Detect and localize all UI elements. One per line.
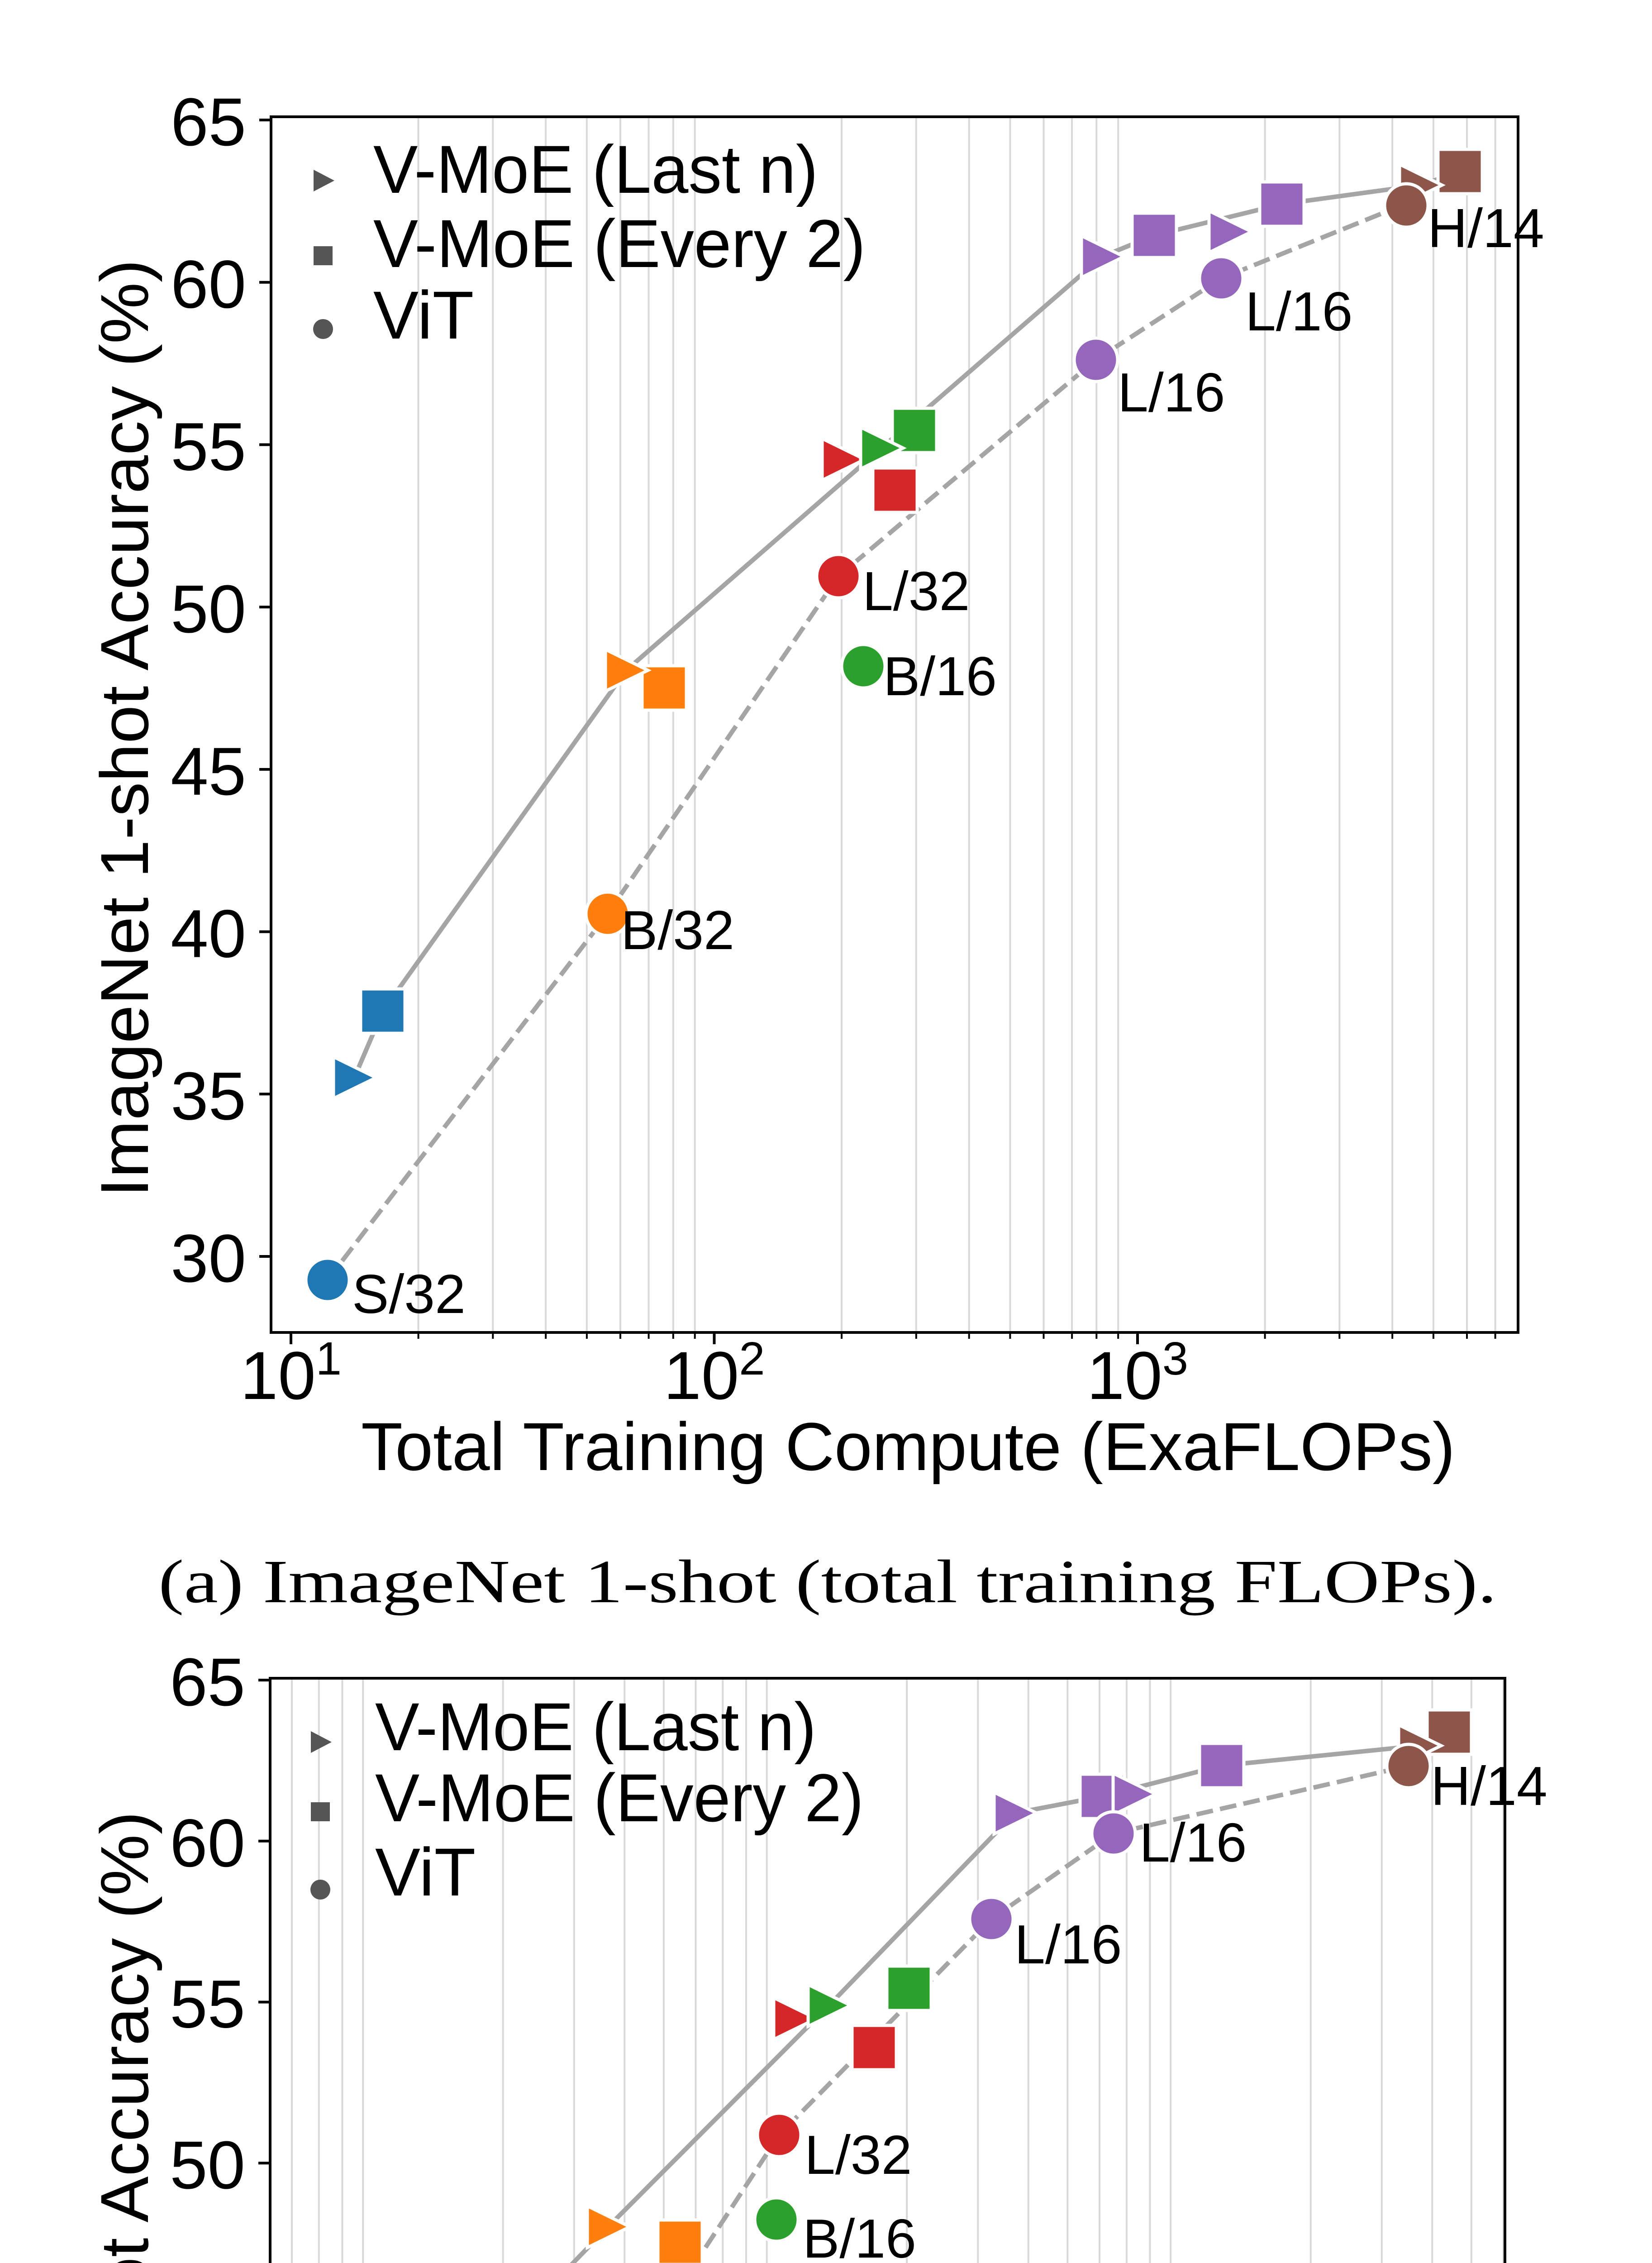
svg-text:B/16: B/16 <box>883 645 997 707</box>
svg-text:40: 40 <box>171 896 246 972</box>
svg-text:55: 55 <box>171 409 246 485</box>
svg-text:50: 50 <box>171 571 246 647</box>
svg-text:50: 50 <box>170 2127 245 2203</box>
svg-text:ImageNet 1-shot Accuracy (%): ImageNet 1-shot Accuracy (%) <box>86 259 162 1197</box>
svg-text:H/14: H/14 <box>1431 1755 1547 1817</box>
svg-text:B/16: B/16 <box>803 2208 916 2263</box>
svg-text:V-MoE (Every 2): V-MoE (Every 2) <box>375 1760 864 1836</box>
svg-text:L/16: L/16 <box>1118 362 1225 423</box>
svg-text:55: 55 <box>170 1966 245 2042</box>
svg-text:L/16: L/16 <box>1139 1812 1247 1873</box>
svg-text:L/32: L/32 <box>805 2124 912 2186</box>
svg-text:L/16: L/16 <box>1014 1914 1122 1975</box>
svg-text:103: 103 <box>1087 1332 1188 1413</box>
svg-text:ViT: ViT <box>373 277 474 353</box>
svg-text:L/32: L/32 <box>862 560 970 622</box>
svg-text:(a) ImageNet 1-shot (total tra: (a) ImageNet 1-shot (total training FLOP… <box>158 1548 1497 1616</box>
svg-text:S/32: S/32 <box>352 1263 466 1325</box>
svg-text:45: 45 <box>171 733 246 809</box>
svg-text:ImageNet 1-shot Accuracy (%): ImageNet 1-shot Accuracy (%) <box>86 1811 162 2263</box>
svg-text:65: 65 <box>171 84 246 160</box>
svg-text:V-MoE (Last n): V-MoE (Last n) <box>373 131 818 207</box>
svg-text:101: 101 <box>240 1332 342 1413</box>
svg-text:Total Training Compute (ExaFLO: Total Training Compute (ExaFLOPs) <box>361 1408 1455 1485</box>
svg-text:60: 60 <box>170 1805 245 1881</box>
svg-text:H/14: H/14 <box>1428 197 1544 259</box>
svg-text:65: 65 <box>170 1644 245 1720</box>
svg-text:60: 60 <box>171 246 246 322</box>
svg-text:V-MoE (Every 2): V-MoE (Every 2) <box>373 205 866 282</box>
svg-text:B/32: B/32 <box>621 899 734 961</box>
svg-text:30: 30 <box>171 1220 246 1296</box>
svg-text:ViT: ViT <box>375 1834 476 1910</box>
svg-text:V-MoE (Last n): V-MoE (Last n) <box>375 1689 816 1765</box>
svg-text:35: 35 <box>171 1058 246 1134</box>
svg-text:L/16: L/16 <box>1245 281 1352 342</box>
